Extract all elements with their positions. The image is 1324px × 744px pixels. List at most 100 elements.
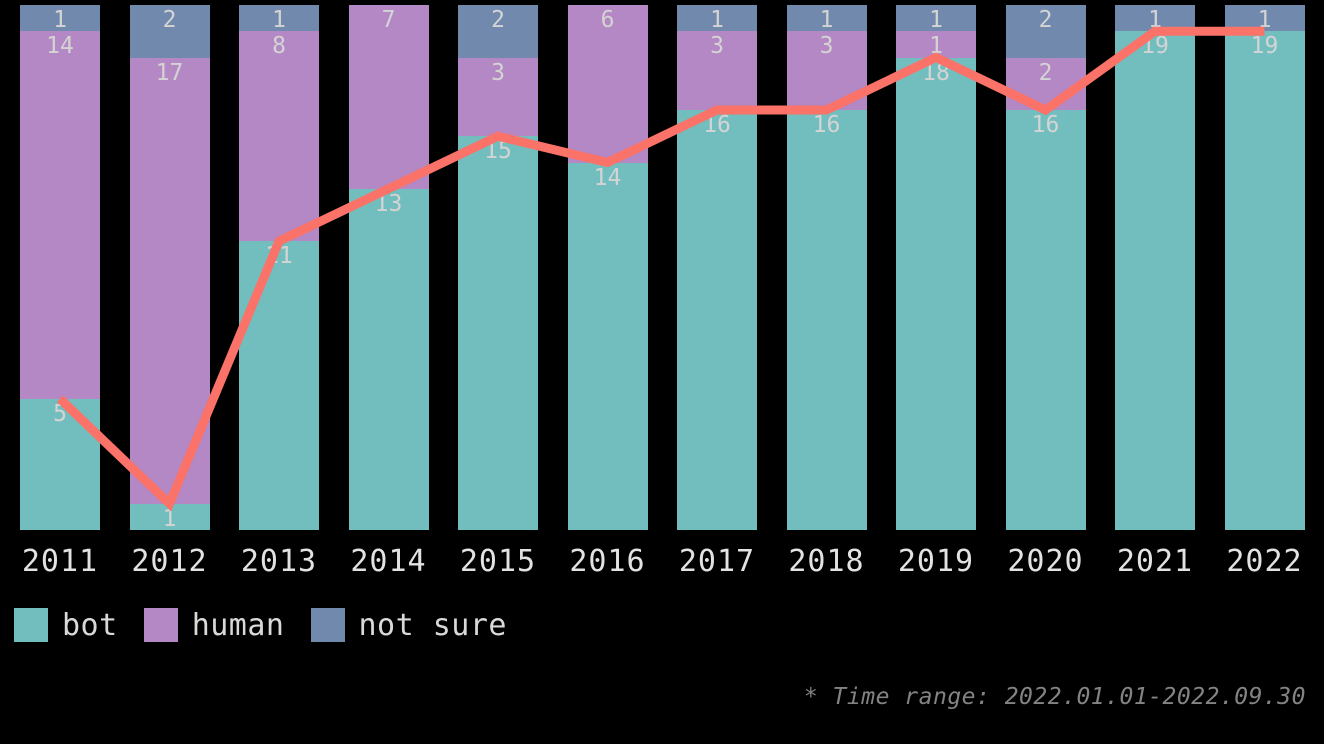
bar-segment-value: 18 bbox=[922, 59, 950, 86]
bar-segment-not-sure[interactable]: 1 bbox=[1115, 5, 1195, 33]
x-axis-tick-label: 2014 bbox=[350, 544, 427, 579]
bar-segment-value: 1 bbox=[53, 7, 67, 33]
plot-area: 1 14 5 2 17 1 1 8 11 7 13 2 3 15 6 14 1 3 16 1 3 16 1 1 18 2 2 16 1 1… bbox=[20, 5, 1305, 532]
bar-group[interactable]: 1 3 16 bbox=[677, 5, 757, 532]
bar-segment-value: 1 bbox=[929, 7, 943, 33]
bar-segment-value: 1 bbox=[162, 505, 177, 532]
bar-segment-human[interactable]: 3 bbox=[677, 31, 757, 110]
legend-item-human[interactable]: human bbox=[143, 607, 285, 643]
bar-segment-bot[interactable]: 16 bbox=[1005, 110, 1086, 530]
bar-segment-value: 15 bbox=[484, 138, 512, 165]
bar-segment-value: 1 bbox=[819, 7, 834, 33]
bar-segment-human[interactable]: 14 bbox=[20, 31, 100, 399]
x-axis-tick-label: 2019 bbox=[897, 544, 975, 579]
bar-segment-value: 5 bbox=[53, 400, 67, 427]
legend-swatch-icon bbox=[310, 608, 345, 642]
bar-segment-value: 2 bbox=[491, 7, 505, 33]
footnote: * Time range: 2022.01.01-2022.09.30 bbox=[803, 684, 1306, 710]
bar-segment-value: 16 bbox=[812, 112, 841, 138]
bar-segment-human[interactable]: 8 bbox=[239, 31, 319, 242]
bar-segment-bot[interactable]: 19 bbox=[1115, 31, 1195, 530]
bar-segment-value: 16 bbox=[1031, 112, 1060, 138]
bar-group[interactable]: 2 3 15 bbox=[458, 5, 538, 532]
bar-segment-not-sure[interactable]: 1 bbox=[1224, 5, 1305, 33]
bar-segment-value: 3 bbox=[491, 59, 505, 86]
x-axis-tick-label: 2012 bbox=[131, 544, 208, 579]
bar-segment-bot[interactable]: 1 bbox=[129, 503, 210, 532]
bar-segment-value: 1 bbox=[272, 7, 286, 33]
bar-segment-bot[interactable]: 11 bbox=[239, 241, 319, 530]
legend-item-not-sure[interactable]: not sure bbox=[310, 607, 508, 643]
bar-segment-value: 2 bbox=[162, 7, 177, 33]
x-axis-tick-label: 2022 bbox=[1226, 544, 1303, 579]
bar-segment-bot[interactable]: 19 bbox=[1224, 31, 1305, 530]
bar-segment-value: 3 bbox=[710, 33, 724, 60]
x-axis-tick-label: 2016 bbox=[569, 544, 646, 579]
bar-segment-value: 14 bbox=[46, 33, 74, 60]
x-axis-tick-label: 2017 bbox=[678, 544, 756, 579]
legend-swatch-icon bbox=[14, 608, 48, 642]
x-axis-tick-label: 2021 bbox=[1116, 544, 1194, 579]
bar-group[interactable]: 2 17 1 bbox=[129, 5, 210, 532]
bar-segment-human[interactable]: 3 bbox=[786, 31, 867, 110]
legend-swatch-icon bbox=[143, 608, 178, 642]
bar-segment-bot[interactable]: 18 bbox=[896, 57, 976, 530]
bar-group[interactable]: 1 1 18 bbox=[896, 5, 976, 532]
bar-segment-value: 2 bbox=[1038, 59, 1053, 86]
bar-segment-human[interactable]: 3 bbox=[458, 57, 538, 137]
bar-segment-value: 7 bbox=[381, 7, 396, 33]
bar-segment-bot[interactable]: 13 bbox=[348, 188, 429, 530]
bar-segment-bot[interactable]: 15 bbox=[458, 136, 538, 530]
x-axis-tick-label: 2018 bbox=[788, 544, 865, 579]
x-axis-tick-label: 2015 bbox=[459, 544, 537, 579]
bar-group[interactable]: 2 2 16 bbox=[1005, 5, 1086, 532]
x-axis-tick-label: 2020 bbox=[1007, 544, 1084, 579]
bar-segment-not-sure[interactable]: 1 bbox=[677, 5, 757, 33]
bar-segment-not-sure[interactable]: 1 bbox=[786, 5, 867, 33]
bar-group[interactable]: 1 19 bbox=[1224, 5, 1305, 532]
bar-group[interactable]: 1 3 16 bbox=[786, 5, 867, 532]
bar-segment-not-sure[interactable]: 2 bbox=[458, 5, 538, 58]
bar-segment-bot[interactable]: 16 bbox=[786, 110, 867, 530]
bar-segment-human[interactable]: 1 bbox=[896, 31, 976, 60]
bar-group[interactable]: 6 14 bbox=[567, 5, 648, 532]
bar-segment-human[interactable]: 7 bbox=[348, 5, 429, 189]
bar-segment-bot[interactable]: 16 bbox=[677, 110, 757, 530]
x-axis-tick-label: 2013 bbox=[240, 544, 318, 579]
bar-segment-not-sure[interactable]: 2 bbox=[1005, 5, 1086, 58]
bar-segment-bot[interactable]: 5 bbox=[20, 398, 100, 530]
bar-segment-value: 2 bbox=[1038, 7, 1053, 33]
bar-segment-value: 8 bbox=[272, 33, 286, 60]
bar-group[interactable]: 1 14 5 bbox=[20, 5, 100, 532]
chart-legend: bot human not sure bbox=[14, 602, 533, 648]
x-axis-tick-label: 2011 bbox=[21, 544, 99, 579]
legend-label: human bbox=[191, 607, 285, 643]
legend-item-bot[interactable]: bot bbox=[14, 608, 118, 643]
bar-segment-human[interactable]: 17 bbox=[129, 57, 210, 504]
bar-segment-not-sure[interactable]: 2 bbox=[129, 5, 210, 58]
bar-segment-not-sure[interactable]: 1 bbox=[239, 5, 319, 33]
bar-segment-value: 1 bbox=[1257, 7, 1272, 33]
bar-group[interactable]: 1 8 11 bbox=[239, 5, 319, 532]
legend-label: not sure bbox=[358, 607, 507, 643]
bar-group[interactable]: 7 13 bbox=[348, 5, 429, 532]
bar-segment-not-sure[interactable]: 1 bbox=[896, 5, 976, 33]
bar-segment-value: 19 bbox=[1250, 33, 1279, 60]
bar-group[interactable]: 1 19 bbox=[1115, 5, 1195, 532]
bar-segment-value: 16 bbox=[703, 112, 731, 138]
bar-segment-value: 1 bbox=[1148, 7, 1162, 33]
bar-segment-value: 1 bbox=[929, 33, 943, 60]
bar-segment-human[interactable]: 2 bbox=[1005, 57, 1086, 110]
bar-segment-value: 13 bbox=[374, 190, 403, 217]
bar-segment-value: 3 bbox=[819, 33, 834, 60]
bar-segment-value: 11 bbox=[265, 243, 293, 270]
bar-segment-bot[interactable]: 14 bbox=[567, 162, 648, 530]
legend-label: bot bbox=[62, 607, 118, 643]
bar-segment-human[interactable]: 6 bbox=[567, 5, 648, 163]
bar-segment-value: 19 bbox=[1141, 33, 1169, 60]
bar-segment-not-sure[interactable]: 1 bbox=[20, 5, 100, 33]
bar-segment-value: 6 bbox=[600, 7, 615, 33]
bar-segment-value: 1 bbox=[710, 7, 724, 33]
x-axis: 2011 2012 2013 2014 2015 2016 2017 2018 2019 2020… bbox=[0, 532, 1324, 594]
